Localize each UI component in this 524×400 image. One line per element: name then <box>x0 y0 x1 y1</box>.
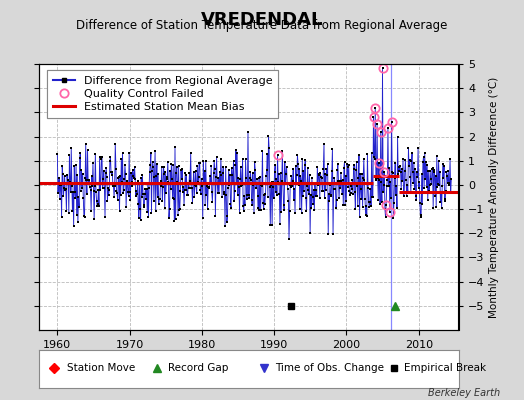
Text: VREDENDAL: VREDENDAL <box>201 11 323 29</box>
Text: Station Move: Station Move <box>67 363 135 373</box>
Legend: Difference from Regional Average, Quality Control Failed, Estimated Station Mean: Difference from Regional Average, Qualit… <box>47 70 278 118</box>
Text: Berkeley Earth: Berkeley Earth <box>428 388 500 398</box>
Text: Record Gap: Record Gap <box>168 363 229 373</box>
Text: Empirical Break: Empirical Break <box>404 363 486 373</box>
Y-axis label: Monthly Temperature Anomaly Difference (°C): Monthly Temperature Anomaly Difference (… <box>489 76 499 318</box>
Text: Difference of Station Temperature Data from Regional Average: Difference of Station Temperature Data f… <box>77 19 447 32</box>
Text: Time of Obs. Change: Time of Obs. Change <box>275 363 384 373</box>
